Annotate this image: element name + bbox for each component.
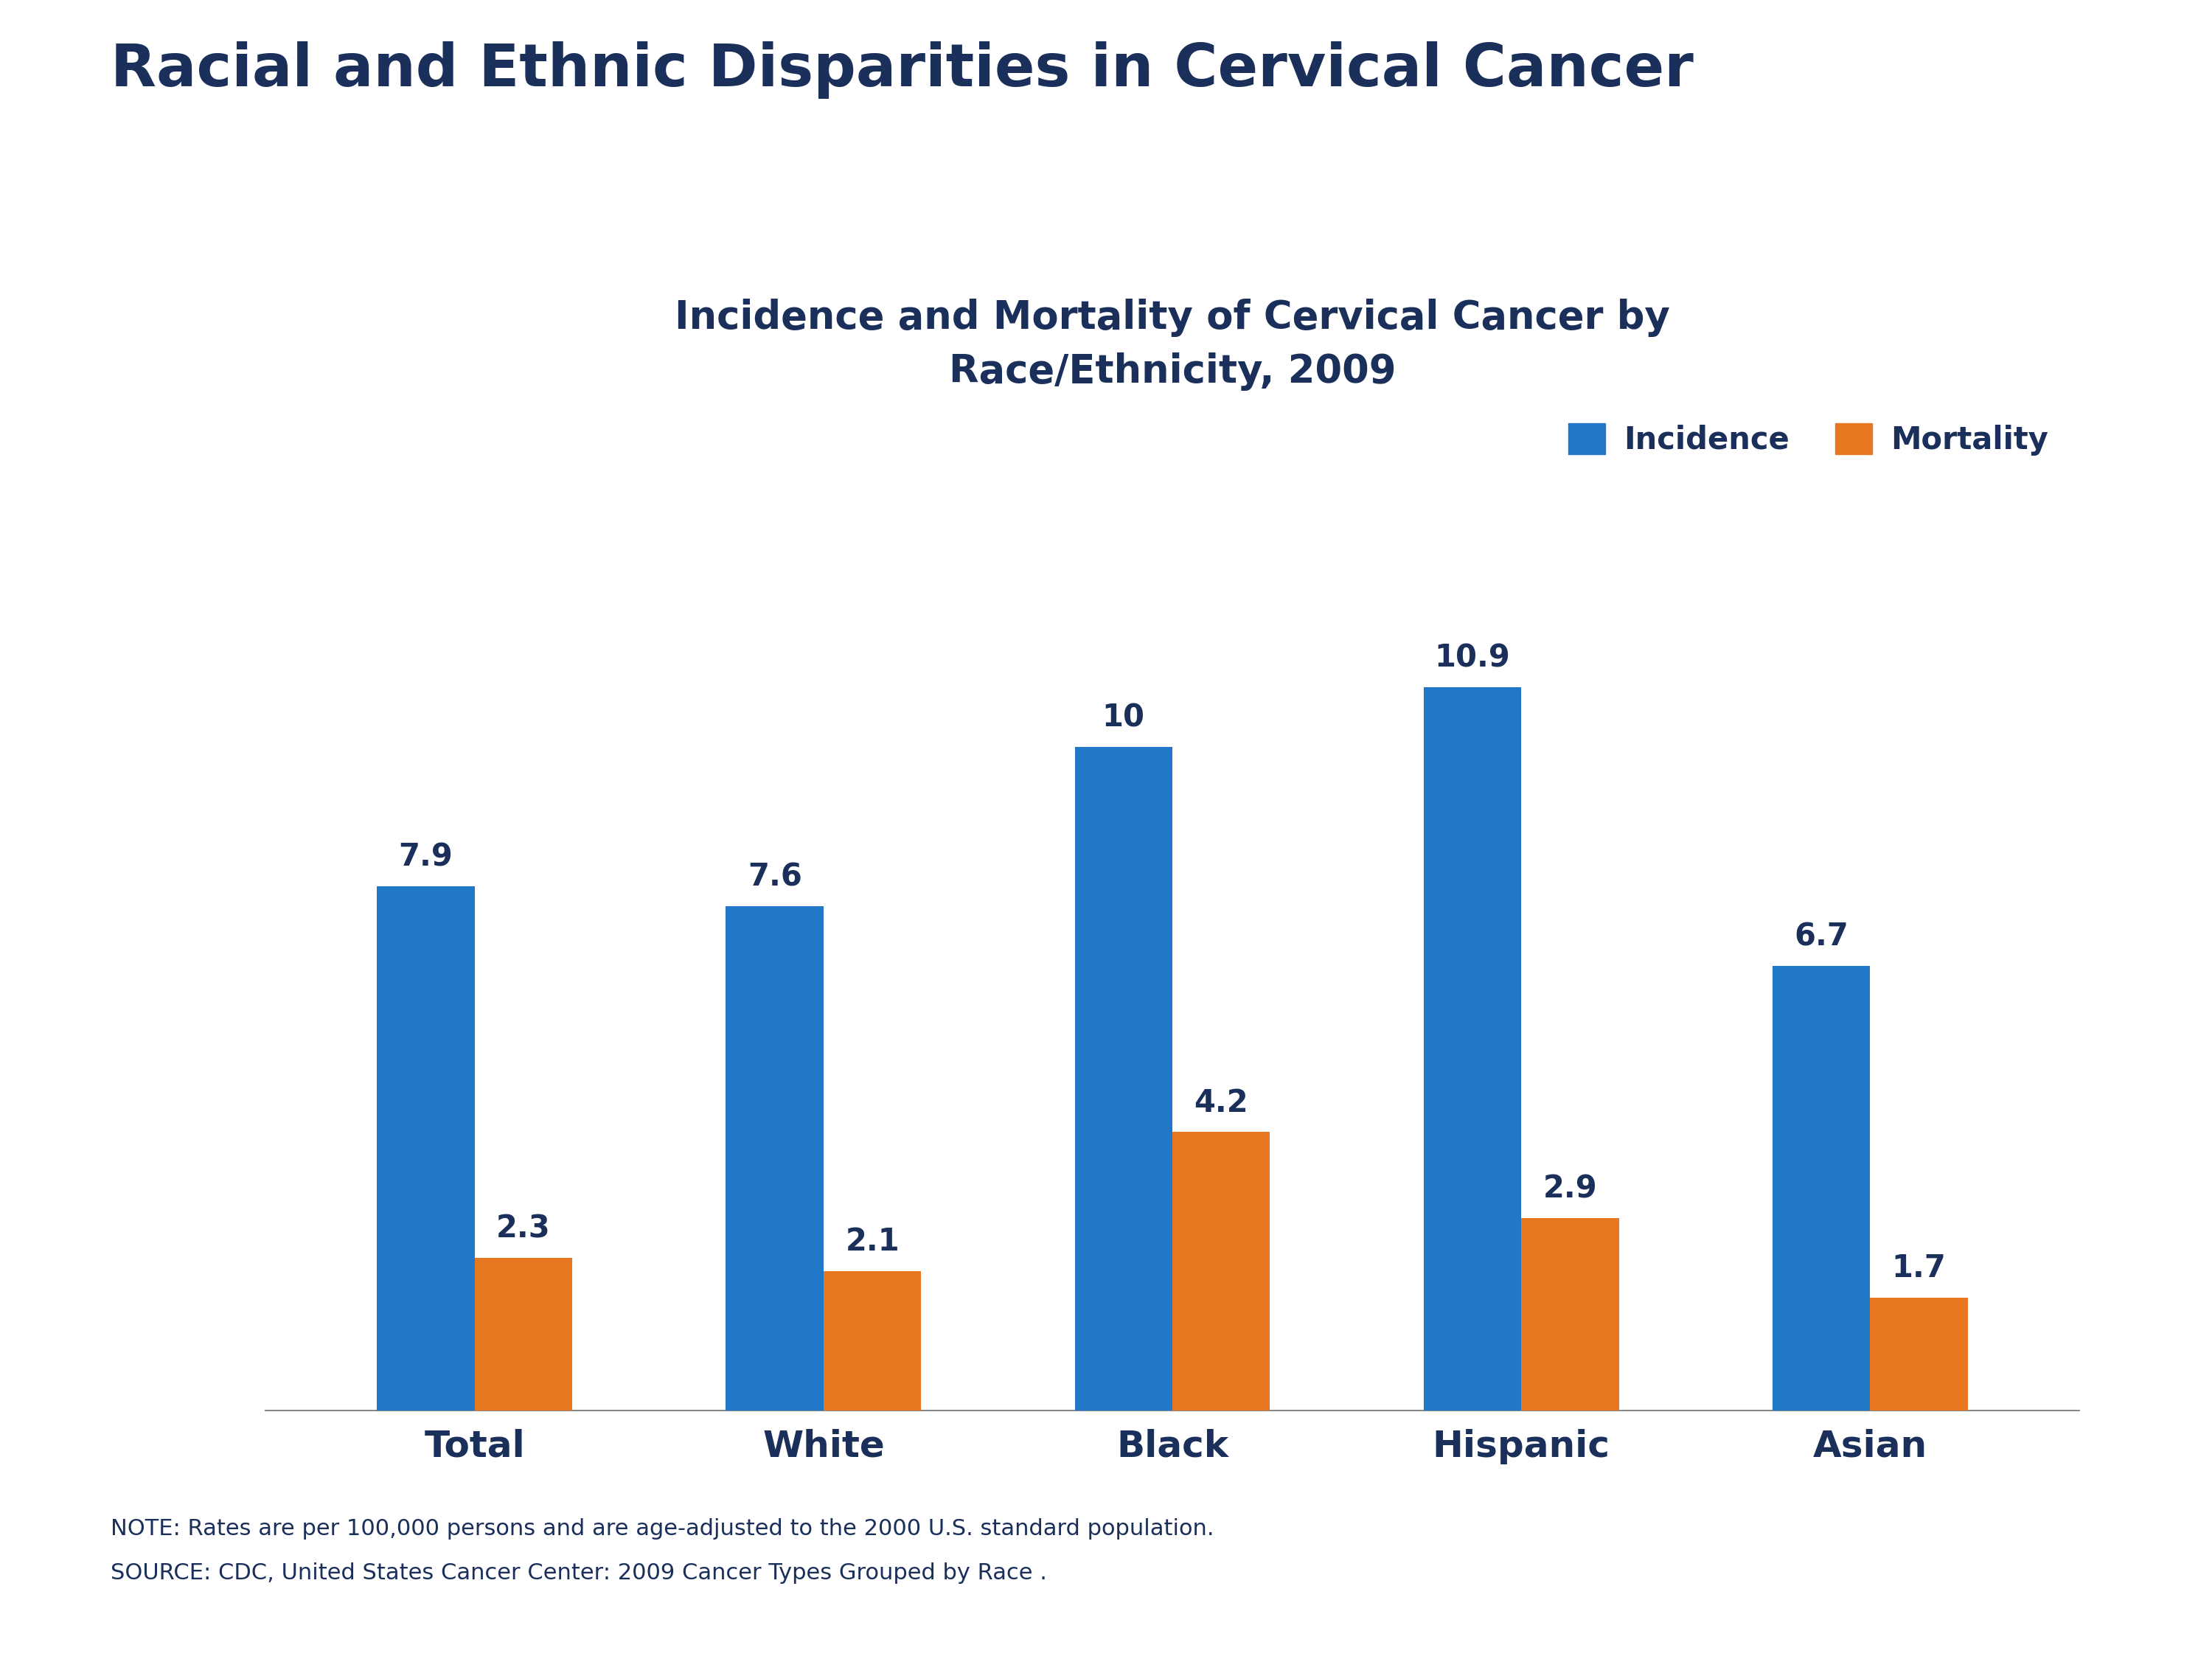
Text: 7.6: 7.6 <box>748 861 803 893</box>
Bar <box>1075 747 1172 1410</box>
Bar <box>1869 1297 1969 1410</box>
Text: KAISER: KAISER <box>1962 1538 2042 1558</box>
Text: 10.9: 10.9 <box>1433 642 1511 674</box>
Text: 4.2: 4.2 <box>1194 1087 1248 1118</box>
Text: Incidence and Mortality of Cervical Cancer by
Race/Ethnicity, 2009: Incidence and Mortality of Cervical Canc… <box>675 299 1670 390</box>
Bar <box>476 1258 573 1410</box>
Text: 2.3: 2.3 <box>495 1213 551 1244</box>
Text: 1.7: 1.7 <box>1891 1253 1947 1284</box>
Bar <box>1172 1131 1270 1410</box>
Bar <box>726 906 823 1410</box>
Bar <box>1425 687 1522 1410</box>
Bar <box>376 886 476 1410</box>
Text: NOTE: Rates are per 100,000 persons and are age-adjusted to the 2000 U.S. standa: NOTE: Rates are per 100,000 persons and … <box>111 1518 1214 1540</box>
Text: 7.9: 7.9 <box>398 841 453 873</box>
Text: FOUNDATION: FOUNDATION <box>1960 1609 2044 1621</box>
Text: 2.9: 2.9 <box>1542 1173 1597 1204</box>
Text: 10: 10 <box>1102 702 1146 733</box>
Legend: Incidence, Mortality: Incidence, Mortality <box>1553 408 2064 471</box>
Text: SOURCE: CDC, United States Cancer Center: 2009 Cancer Types Grouped by Race .: SOURCE: CDC, United States Cancer Center… <box>111 1563 1046 1584</box>
Text: FAMILY: FAMILY <box>1964 1573 2039 1591</box>
Text: THE HENRY J.: THE HENRY J. <box>1960 1506 2044 1516</box>
Bar <box>1772 966 1869 1410</box>
Text: Racial and Ethnic Disparities in Cervical Cancer: Racial and Ethnic Disparities in Cervica… <box>111 41 1694 100</box>
Text: 2.1: 2.1 <box>845 1226 900 1258</box>
Text: 6.7: 6.7 <box>1794 921 1849 952</box>
Bar <box>823 1271 920 1410</box>
Bar <box>1522 1218 1619 1410</box>
